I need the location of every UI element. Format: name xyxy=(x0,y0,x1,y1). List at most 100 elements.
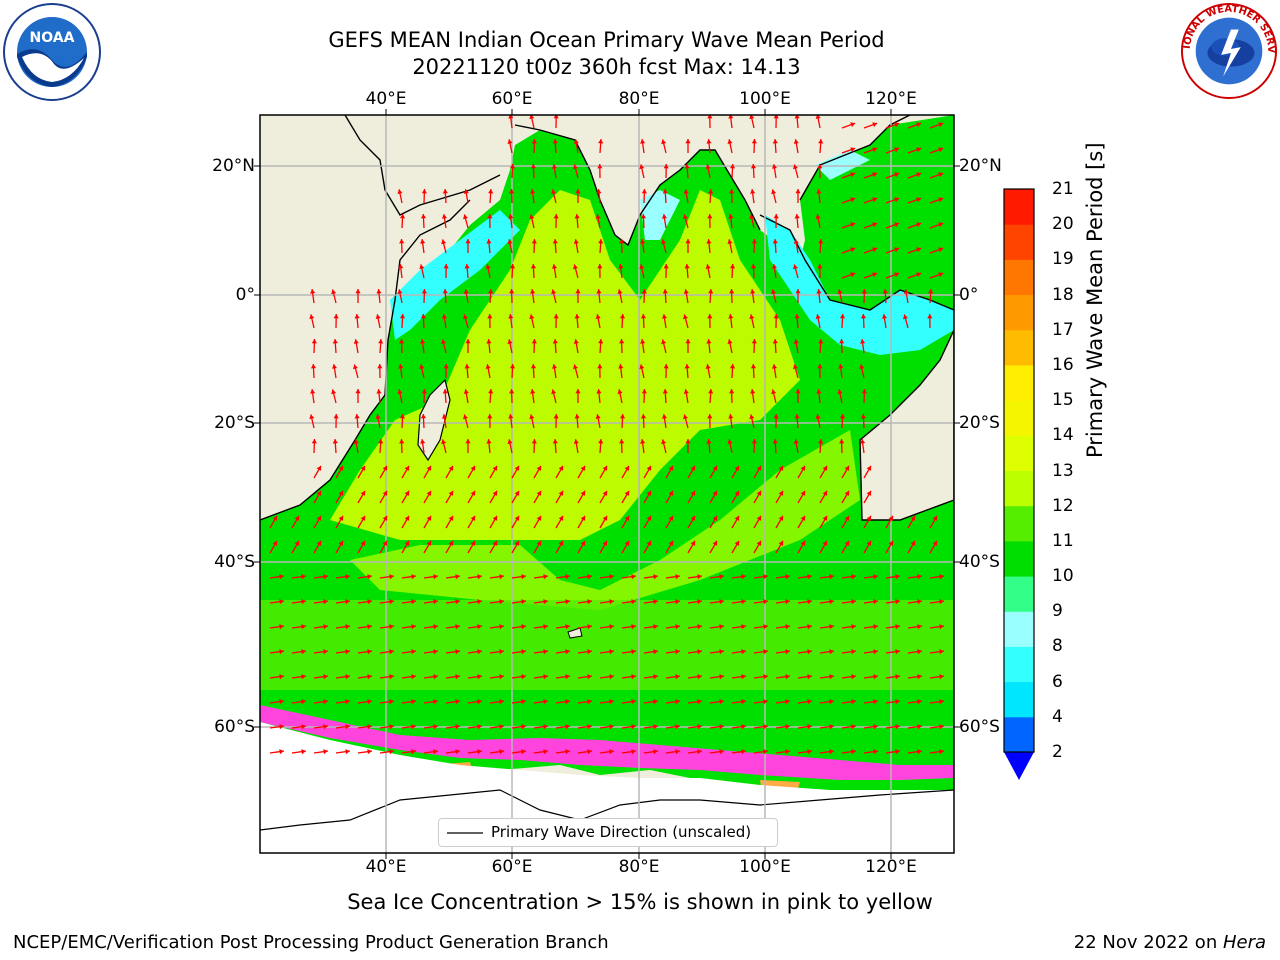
wave-arrow-head xyxy=(705,364,711,369)
wave-arrow-head xyxy=(575,189,581,194)
colorbar-block xyxy=(1004,400,1034,436)
wave-arrow-head xyxy=(807,574,812,580)
wave-arrow-head xyxy=(316,540,322,546)
wave-arrow-head xyxy=(619,339,625,344)
wave-arrow-head xyxy=(624,540,630,546)
wave-arrow-head xyxy=(389,749,394,755)
wave-arrow-head xyxy=(684,364,690,369)
wave-arrow-head xyxy=(850,272,856,278)
lon-tick-bottom-80E: 80°E xyxy=(618,857,660,877)
wave-arrow-head xyxy=(455,724,460,730)
wave-arrow-head xyxy=(598,439,604,444)
wave-arrow-head xyxy=(399,439,405,444)
wave-arrow-head xyxy=(859,364,865,370)
wave-arrow-head xyxy=(807,724,812,730)
wave-arrow-head xyxy=(763,699,768,705)
wave-arrow-head xyxy=(822,465,828,471)
wave-arrow-head xyxy=(378,439,384,444)
wave-arrow-head xyxy=(619,439,625,444)
wave-arrow-head xyxy=(331,389,337,395)
wave-arrow-head xyxy=(551,389,557,395)
wave-arrow-head xyxy=(661,339,667,345)
wave-arrow-head xyxy=(927,314,933,319)
wave-arrow-head xyxy=(508,115,514,119)
wave-arrow-head xyxy=(602,515,608,521)
wave-arrow-head xyxy=(653,724,658,730)
wave-arrow-head xyxy=(530,189,536,194)
wave-arrow-head xyxy=(707,314,713,319)
wave-arrow-head xyxy=(708,389,714,394)
wave-arrow-head xyxy=(433,674,438,680)
wave-arrow-head xyxy=(331,364,338,369)
wave-arrow-head xyxy=(499,599,504,605)
wave-arrow-head xyxy=(741,674,746,680)
wave-arrow-head xyxy=(938,147,944,153)
lon-tick-top-60E: 60°E xyxy=(491,89,533,109)
wave-arrow-head xyxy=(345,699,350,705)
wave-arrow-head xyxy=(323,649,328,655)
wave-arrow-head xyxy=(751,139,757,144)
wave-arrow-head xyxy=(477,574,482,580)
wave-arrow-head xyxy=(872,197,878,203)
wave-arrow-head xyxy=(509,189,515,194)
wave-arrow-head xyxy=(433,724,438,730)
wave-arrow-head xyxy=(894,247,900,253)
wave-arrow-head xyxy=(619,239,625,244)
wave-arrow-head xyxy=(448,465,454,471)
wave-arrow-head xyxy=(486,339,492,344)
wave-arrow-head xyxy=(433,749,438,755)
wave-arrow-head xyxy=(872,222,878,228)
wave-arrow-head xyxy=(706,439,712,444)
wave-arrow-head xyxy=(682,214,688,220)
wave-arrow-head xyxy=(807,624,812,630)
wave-arrow-head xyxy=(793,439,799,444)
wave-arrow-head xyxy=(499,699,504,705)
wave-arrow-head xyxy=(332,339,338,344)
wave-arrow-head xyxy=(426,515,432,521)
wave-arrow-head xyxy=(345,724,350,730)
wave-arrow-head xyxy=(756,515,762,521)
wave-arrow-head xyxy=(631,699,636,705)
colorbar-extend-triangle xyxy=(1004,752,1034,780)
wave-arrow-head xyxy=(499,649,504,655)
wave-arrow-head xyxy=(866,540,872,546)
wave-arrow-head xyxy=(641,189,647,194)
wave-arrow-head xyxy=(509,364,516,369)
wave-arrow-head xyxy=(751,339,757,344)
wave-arrow-head xyxy=(345,624,350,630)
wave-arrow-head xyxy=(323,674,328,680)
wave-arrow-head xyxy=(382,465,388,471)
wave-arrow-head xyxy=(421,189,427,194)
wave-arrow-head xyxy=(507,339,513,345)
wave-arrow-head xyxy=(399,414,406,419)
colorbar-block xyxy=(1004,189,1034,225)
noaa-logo-text: NOAA xyxy=(30,30,75,46)
wave-arrow-head xyxy=(543,599,548,605)
wave-arrow-head xyxy=(773,414,779,419)
wave-arrow-head xyxy=(580,515,586,521)
wave-arrow-head xyxy=(441,314,448,319)
wave-arrow-head xyxy=(756,465,762,471)
wave-arrow-head xyxy=(507,239,513,245)
wave-arrow-head xyxy=(272,540,278,546)
wave-arrow-head xyxy=(404,465,410,471)
wave-arrow-head xyxy=(514,465,520,471)
wave-arrow-head xyxy=(894,172,900,178)
wave-arrow-head xyxy=(807,599,812,605)
wave-arrow-head xyxy=(663,364,669,369)
wave-arrow-head xyxy=(763,574,768,580)
wave-arrow-head xyxy=(771,389,777,395)
wave-arrow-head xyxy=(860,339,866,344)
wave-arrow-head xyxy=(807,649,812,655)
wave-arrow-head xyxy=(338,540,344,546)
wave-arrow-head xyxy=(800,490,806,496)
wave-arrow-head xyxy=(420,239,426,244)
wave-arrow-head xyxy=(509,264,516,269)
wave-arrow-head xyxy=(426,540,432,546)
wave-arrow-head xyxy=(683,389,689,394)
lon-tick-top-40E: 40°E xyxy=(365,89,407,109)
wave-arrow-head xyxy=(580,540,586,546)
wave-arrow-head xyxy=(851,649,856,655)
wave-arrow-head xyxy=(279,649,284,655)
wave-arrow-head xyxy=(792,264,798,270)
